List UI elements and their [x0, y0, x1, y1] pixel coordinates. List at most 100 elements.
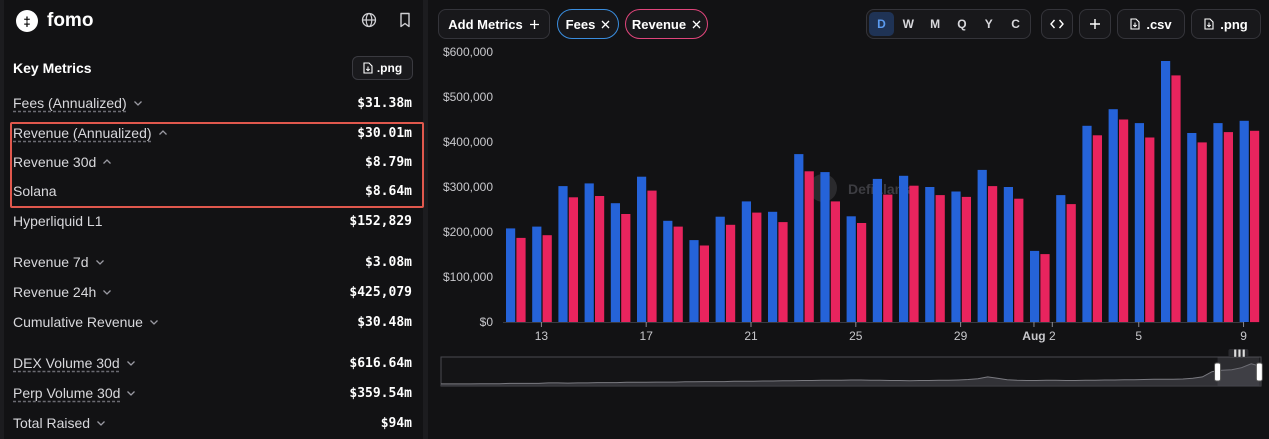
bar-fees[interactable] — [846, 216, 856, 323]
bar-fees[interactable] — [899, 175, 909, 323]
bar-revenue[interactable] — [778, 222, 788, 322]
bar-revenue[interactable] — [1250, 130, 1260, 323]
bar-fees[interactable] — [610, 203, 620, 322]
metric-row[interactable]: Revenue 24h $425,079 — [13, 281, 412, 303]
period-button-d[interactable]: D — [869, 12, 894, 36]
metric-row[interactable]: Cumulative Revenue $30.48m — [13, 311, 412, 333]
bar-revenue[interactable] — [699, 245, 709, 323]
bar-revenue[interactable] — [1145, 137, 1155, 323]
bar-fees[interactable] — [1082, 125, 1092, 322]
chevron-down-icon[interactable] — [96, 418, 106, 428]
globe-icon[interactable] — [358, 9, 380, 31]
key-metrics-png-button[interactable]: .png — [352, 56, 413, 80]
chevron-down-icon[interactable] — [149, 317, 159, 327]
bar-revenue[interactable] — [726, 224, 736, 322]
period-button-m[interactable]: M — [930, 17, 941, 31]
chevron-up-icon[interactable] — [102, 157, 112, 167]
embed-button[interactable] — [1041, 9, 1073, 39]
metric-row[interactable]: Fees (Annualized) $31.38m — [13, 92, 412, 114]
brush-overview[interactable] — [440, 356, 1262, 387]
bar-revenue[interactable] — [830, 201, 840, 322]
add-metrics-button[interactable]: Add Metrics — [438, 9, 550, 39]
brush-handle-right[interactable] — [1255, 362, 1263, 382]
brush-handle-left[interactable] — [1214, 362, 1222, 382]
close-icon[interactable] — [692, 20, 701, 29]
bar-fees[interactable] — [794, 154, 804, 322]
chevron-down-icon[interactable] — [102, 287, 112, 297]
brush-drag-handle[interactable] — [1228, 349, 1249, 357]
bookmark-icon[interactable] — [394, 9, 416, 31]
chevron-up-icon[interactable] — [158, 128, 168, 138]
bar-fees[interactable] — [689, 240, 699, 322]
bar-revenue[interactable] — [1197, 142, 1207, 322]
bar-fees[interactable] — [1239, 120, 1249, 322]
brush-selection[interactable] — [1217, 357, 1260, 386]
bar-fees[interactable] — [1213, 123, 1223, 322]
csv-download-button[interactable]: .csv — [1117, 9, 1185, 39]
bar-revenue[interactable] — [673, 226, 683, 322]
bar-revenue[interactable] — [1092, 135, 1102, 323]
bar-revenue[interactable] — [857, 223, 867, 322]
metric-pill-fees[interactable]: Fees — [557, 9, 619, 39]
bar-chart[interactable]: $0 $100,000 $200,000 $300,000 $400,000 $500,0… — [428, 0, 1269, 439]
bar-revenue[interactable] — [1223, 132, 1233, 322]
bar-fees[interactable] — [1003, 187, 1013, 322]
close-icon[interactable] — [601, 20, 610, 29]
bar-revenue[interactable] — [1040, 254, 1050, 322]
bar-revenue[interactable] — [909, 185, 919, 322]
bar-revenue[interactable] — [988, 186, 998, 322]
bar-revenue[interactable] — [621, 214, 631, 322]
add-chart-button[interactable] — [1079, 9, 1111, 39]
bar-fees[interactable] — [558, 186, 568, 322]
bar-revenue[interactable] — [647, 190, 657, 322]
bar-fees[interactable] — [1161, 61, 1171, 322]
bar-revenue[interactable] — [883, 194, 893, 322]
bar-fees[interactable] — [768, 211, 778, 323]
period-button-y[interactable]: Y — [984, 17, 993, 31]
chevron-down-icon[interactable] — [126, 358, 136, 368]
metric-row[interactable]: Revenue 7d $3.08m — [13, 251, 412, 273]
bar-revenue[interactable] — [935, 195, 945, 322]
bar-fees[interactable] — [741, 201, 751, 322]
bar-fees[interactable] — [584, 183, 594, 322]
bar-revenue[interactable] — [1119, 119, 1129, 323]
bar-fees[interactable] — [1187, 133, 1197, 322]
bar-revenue[interactable] — [516, 237, 526, 322]
chevron-down-icon[interactable] — [95, 257, 105, 267]
metric-pill-revenue[interactable]: Revenue — [625, 9, 708, 39]
period-button-w[interactable]: W — [902, 17, 914, 31]
bar-fees[interactable] — [1108, 109, 1118, 322]
metric-row[interactable]: Revenue 30d $8.79m — [13, 151, 412, 173]
bar-revenue[interactable] — [961, 196, 971, 322]
bar-revenue[interactable] — [542, 235, 552, 322]
bar-fees[interactable] — [925, 187, 935, 322]
bar-fees[interactable] — [1134, 123, 1144, 322]
bar-fees[interactable] — [715, 216, 725, 322]
bar-revenue[interactable] — [595, 196, 605, 322]
bar-revenue[interactable] — [1171, 75, 1181, 323]
bar-fees[interactable] — [663, 220, 673, 323]
bar-revenue[interactable] — [804, 171, 814, 323]
png-download-button[interactable]: .png — [1191, 9, 1261, 39]
bar-fees[interactable] — [951, 191, 961, 323]
bar-fees[interactable] — [532, 226, 542, 322]
metric-row[interactable]: Total Raised $94m — [13, 412, 412, 434]
bar-fees[interactable] — [872, 178, 882, 322]
chevron-down-icon[interactable] — [133, 98, 143, 108]
period-button-c[interactable]: C — [1011, 17, 1020, 31]
bar-fees[interactable] — [506, 228, 516, 322]
bar-fees[interactable] — [977, 169, 987, 322]
bar-fees[interactable] — [1030, 250, 1040, 322]
period-button-q[interactable]: Q — [957, 17, 967, 31]
bar-revenue[interactable] — [568, 197, 578, 322]
bar-revenue[interactable] — [1066, 204, 1076, 322]
bar-fees[interactable] — [820, 172, 830, 322]
bar-fees[interactable] — [1056, 195, 1066, 322]
bar-fees[interactable] — [637, 176, 647, 322]
bar-revenue[interactable] — [752, 212, 762, 322]
chevron-down-icon[interactable] — [126, 388, 136, 398]
metric-row[interactable]: DEX Volume 30d $616.64m — [13, 352, 412, 374]
bar-revenue[interactable] — [1014, 198, 1024, 322]
metric-row[interactable]: Perp Volume 30d $359.54m — [13, 382, 412, 404]
metric-row[interactable]: Revenue (Annualized) $30.01m — [13, 122, 412, 144]
